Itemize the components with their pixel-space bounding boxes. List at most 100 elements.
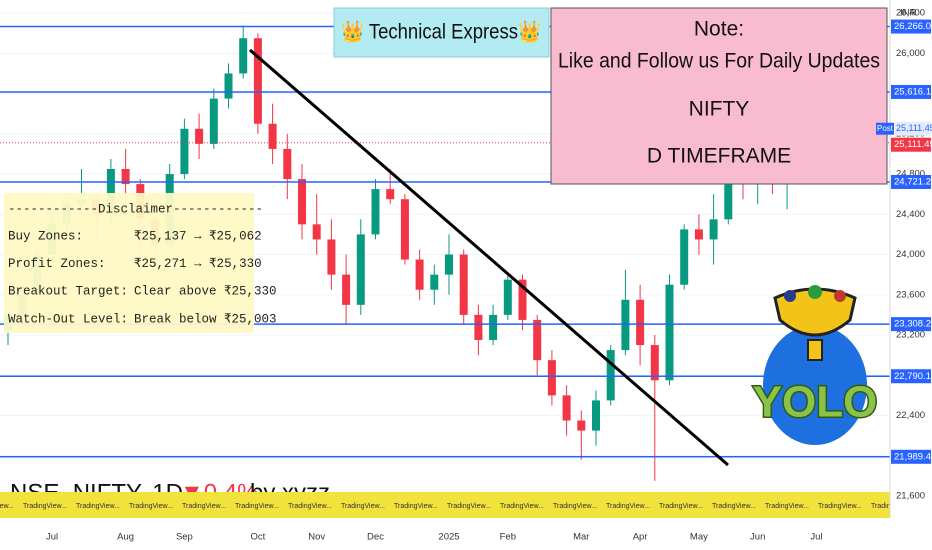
ticker: TradingView... TradingView... TradingView.… [0,503,915,510]
note-line: Like and Follow us For Daily Updates [558,50,880,73]
candle-body [606,350,615,401]
ticker-item: TradingView... [500,503,544,510]
disclaimer-label: Profit Zones: [8,257,106,271]
level-tag [891,174,931,189]
disclaimer-value: Break below ₹25,003 [134,312,277,326]
logo-gem [808,285,822,299]
x-tick-label: Feb [500,532,516,543]
last-price-tag [891,137,931,152]
candle-body [489,314,498,341]
trend-line [249,48,729,467]
y-tick-label: 23,600 [896,289,925,300]
candle-body [518,279,527,320]
title: 👑 Technical Express👑 [341,20,541,44]
candle-body [195,128,204,144]
candle-body [474,314,483,341]
x-tick-label: Oct [251,532,266,543]
overlay: NSE_NIFTY, 1D ▼0.4% by xyzz TradingView.… [0,7,915,518]
candle-body [503,279,512,315]
candle-body [400,199,409,260]
candle-body [562,395,571,421]
x-tick-label: May [690,532,708,543]
candle-body [665,284,674,381]
x-tick-label: Jul [810,532,822,543]
level-label: 21,989.45 [894,451,932,462]
logo-gem [784,290,796,302]
logo: YOLO [751,285,879,445]
disclaimer-rows: Buy Zones: ₹25,137 → ₹25,062 Profit Zones:… [8,229,277,326]
candle-body [445,254,453,275]
disclaimer-label: Buy Zones: [8,229,83,243]
x-tick-label: Jul [46,532,58,543]
ticker-item: TradingView... [76,503,120,510]
note-timeframe: D TIMEFRAME [647,145,791,168]
level-tag [891,317,931,332]
candle-body [592,400,600,431]
logo-stem [807,339,823,361]
candle-body [268,123,277,149]
x-tick-label: 2025 [438,532,459,543]
candle-body [459,254,468,315]
ticker-item: TradingView... [553,503,597,510]
y-tick-label: 24,800 [896,169,925,180]
x-tick-label: Aug [117,532,134,543]
candle-body [342,274,351,305]
candle-body [724,158,733,220]
disclaimer-box [4,193,254,333]
level-label: 23,308.20 [894,319,932,330]
axis-unit: INR [900,8,917,19]
candle-body [533,319,542,361]
candle-body [356,234,365,305]
candle-body [312,224,321,240]
ticker-item: TradingView... [288,503,332,510]
ticker-item: TradingView... [765,503,809,510]
level-label: 22,790.15 [894,371,932,382]
candle-body [106,169,115,215]
candle-body [636,299,645,346]
ticker-item: TradingView... [182,503,226,510]
note-heading: Note: [694,18,744,41]
logo-text: YOLO [753,378,878,427]
candle-body [694,229,703,240]
logo-body [763,325,867,445]
x-tick-label: Jun [750,532,765,543]
post-price-label: 25,111.45 [896,123,932,133]
time-axis [0,518,890,550]
candle-body [430,274,439,290]
level-tag [891,449,931,464]
candle-body [224,73,233,99]
ticker-item: TradingView... [818,503,862,510]
note-symbol: NIFTY [689,98,750,121]
x-tick-label: Dec [367,532,384,543]
note-box [550,7,888,185]
candle-body [371,189,380,235]
level-label: 24,721.20 [894,176,932,187]
candle-body [283,148,292,180]
level-label: 25,616.10 [894,86,932,97]
last-price-label: 25,111.45 [894,139,932,150]
disclaimer-label: Watch-Out Level: [8,312,128,326]
ticker-item: TradingView... [712,503,756,510]
ticker-item: TradingView... [23,503,67,510]
x-tick-label: Sep [176,532,193,543]
level-tag [891,84,931,99]
title-box [333,7,550,58]
ticker-item: TradingView... [606,503,650,510]
candle-body [121,169,130,185]
x-tick-label: Nov [308,532,325,543]
ticker-item: TradingView... [129,503,173,510]
candle-body [180,128,189,175]
y-tick-label: 26,400 [896,8,925,19]
disclaimer-value: ₹25,137 → ₹25,062 [134,229,262,243]
candle-body [415,259,424,290]
post-tag [876,122,894,135]
level-label: 26,266.05 [894,21,932,32]
ticker-item: TradingView... [0,503,14,510]
y-tick-label: 24,000 [896,249,925,260]
x-tick-label: Mar [573,532,589,543]
level-tag [891,369,931,384]
candle-body [547,360,556,396]
y-tick-label: 22,400 [896,410,925,421]
